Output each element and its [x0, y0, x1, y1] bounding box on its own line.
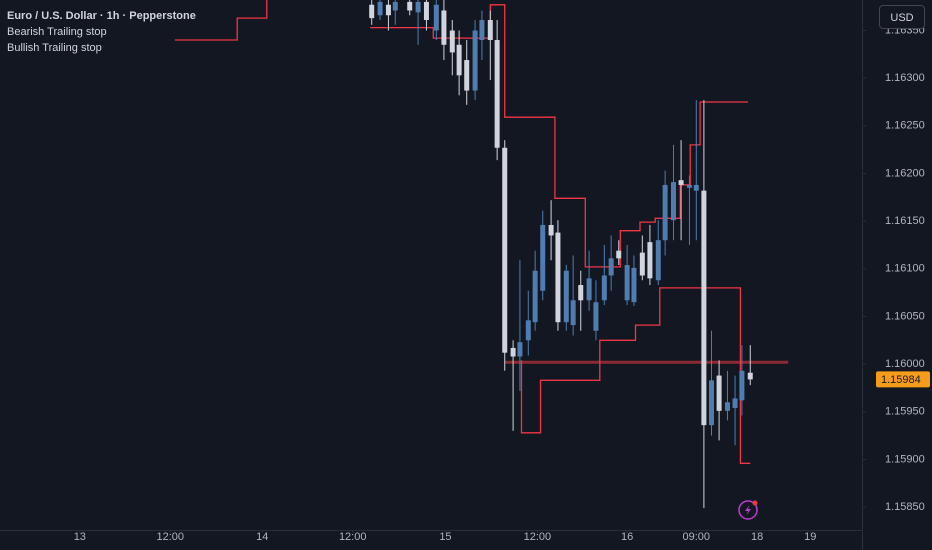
x-tick-label: 18	[751, 531, 763, 543]
y-tick-label: 1.16300	[885, 72, 925, 84]
candle-body	[747, 372, 753, 380]
candle-body	[670, 182, 676, 221]
y-tick-label: 1.15850	[885, 501, 925, 513]
candle-body	[639, 252, 645, 276]
x-tick-label: 16	[621, 531, 633, 543]
candle-body	[433, 4, 439, 31]
y-tick-label: 1.16250	[885, 120, 925, 132]
legend-entry: Bullish Trailing stop	[7, 42, 102, 54]
y-tick-label: 1.16200	[885, 167, 925, 179]
candle-body	[510, 347, 516, 357]
candle-body	[724, 402, 730, 411]
last-price-label: 1.15984	[881, 374, 921, 386]
x-tick-label: 14	[256, 531, 268, 543]
candle-body	[578, 285, 584, 301]
candle-body	[525, 320, 531, 341]
candle-body	[479, 20, 485, 41]
candle-body	[655, 240, 661, 281]
x-tick-label: 12:00	[157, 531, 185, 543]
candle-body	[739, 370, 745, 401]
candle-body	[377, 1, 383, 16]
candle-body	[708, 380, 714, 426]
candle-body	[385, 4, 391, 16]
candle-body	[548, 224, 554, 236]
chart-title: Euro / U.S. Dollar · 1h · Pepperstone	[7, 10, 196, 22]
candle-body	[593, 302, 599, 331]
candle-body	[686, 184, 692, 188]
candle-body	[540, 224, 546, 291]
candle-body	[732, 398, 738, 408]
candle-body	[464, 60, 470, 91]
candle-body	[456, 44, 462, 76]
candle-body	[532, 270, 538, 323]
y-tick-label: 1.16150	[885, 215, 925, 227]
candle-body	[563, 270, 569, 323]
candle-body	[678, 180, 684, 185]
candle-body	[624, 265, 630, 301]
candle-body	[487, 20, 493, 41]
y-tick-label: 1.15950	[885, 406, 925, 418]
last-price-badge	[876, 371, 930, 388]
legend-entry: Bearish Trailing stop	[7, 26, 107, 38]
x-tick-label: 12:00	[339, 531, 367, 543]
candle-body	[647, 242, 653, 279]
trailing-stop-line	[370, 4, 748, 268]
alert-bolt	[745, 505, 751, 515]
candle-body	[423, 1, 429, 21]
alert-dot	[752, 500, 758, 506]
candle-body	[616, 250, 622, 259]
candle-body	[608, 258, 614, 276]
candle-body	[502, 147, 508, 353]
x-tick-label: 19	[804, 531, 816, 543]
candle-body	[693, 184, 699, 191]
trailing-stop-line	[520, 287, 751, 464]
candle-body	[392, 1, 398, 11]
y-tick-label: 1.16000	[885, 358, 925, 370]
x-tick-label: 09:00	[683, 531, 711, 543]
alert-icon[interactable]	[738, 500, 758, 520]
x-tick-label: 12:00	[524, 531, 552, 543]
candle-body	[449, 30, 455, 53]
x-tick-label: 13	[74, 531, 86, 543]
candle-body	[415, 1, 421, 13]
candle-body	[601, 275, 607, 301]
y-tick-label: 1.16050	[885, 310, 925, 322]
trailing-stop-line	[174, 0, 268, 41]
y-tick-label: 1.15900	[885, 453, 925, 465]
candle-body	[555, 232, 561, 323]
candle-body	[716, 375, 722, 411]
candle-body	[586, 278, 592, 301]
candle-body	[369, 4, 375, 19]
candle-body	[662, 184, 668, 241]
candle-body	[631, 267, 637, 303]
candle-body	[701, 190, 707, 426]
candle-body	[407, 1, 413, 11]
candle-body	[570, 300, 576, 326]
plot-area	[174, 0, 789, 509]
y-tick-label: 1.16100	[885, 263, 925, 275]
candle-body	[517, 342, 523, 357]
currency-button[interactable]: USD	[879, 5, 925, 29]
candle-body	[472, 30, 478, 91]
x-tick-label: 15	[439, 531, 451, 543]
alert-ring	[738, 500, 758, 520]
candle-body	[441, 10, 447, 45]
candle-body	[494, 40, 500, 148]
